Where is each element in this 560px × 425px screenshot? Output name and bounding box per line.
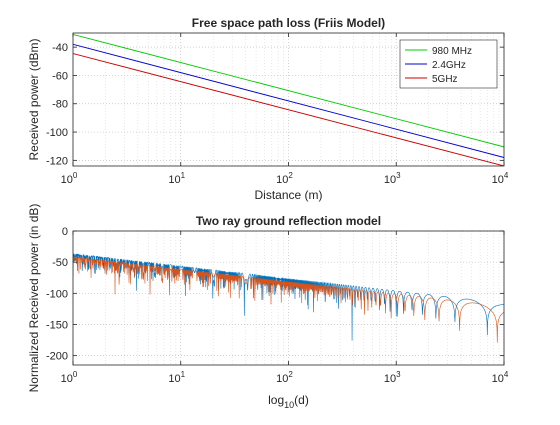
plot-1: 100 101 102 103 104 -40 -60 -80 -100 -120 Free spa… <box>27 16 509 202</box>
series-line-3 <box>73 53 504 166</box>
chart-title: Free space path loss (Friis Model) <box>192 16 385 30</box>
data-layer <box>73 253 504 343</box>
y-axis-label: Received power (dBm) <box>27 38 41 160</box>
y-tick-label: -150 <box>46 319 68 331</box>
y-tick-label: -100 <box>46 127 68 139</box>
x-tick-label: 102 <box>276 370 293 385</box>
tick-marks <box>72 230 505 365</box>
y-tick-label: -60 <box>52 70 68 82</box>
x-axis-label: Distance (m) <box>254 188 322 202</box>
series-line-1 <box>73 253 504 341</box>
data-layer <box>73 33 504 166</box>
x-tick-label: 102 <box>276 171 293 186</box>
x-tick-label: 103 <box>384 171 401 186</box>
series-line-1 <box>73 33 504 148</box>
y-tick-label: -50 <box>52 257 68 269</box>
series-line-2 <box>73 256 504 343</box>
x-tick-label: 104 <box>492 171 509 186</box>
y-tick-label: -120 <box>46 155 68 167</box>
x-tick-label: 103 <box>384 370 401 385</box>
y-tick-label: -200 <box>46 351 68 363</box>
y-tick-label: 0 <box>62 226 68 238</box>
x-tick-label: 100 <box>61 370 78 385</box>
y-tick-label: -80 <box>52 99 68 111</box>
legend-label-1: 980 MHz <box>432 46 472 57</box>
tick-marks <box>72 33 505 166</box>
y-axis-label: Normalized Received power (in dB) <box>27 204 41 393</box>
x-tick-label: 104 <box>492 370 509 385</box>
x-tick-label: 100 <box>61 171 78 186</box>
legend-label-2: 2.4GHz <box>432 60 466 71</box>
x-tick-label: 101 <box>168 370 185 385</box>
y-tick-label: -40 <box>52 42 68 54</box>
series-line-2 <box>73 43 504 158</box>
x-axis-label: log10(d) <box>268 393 309 410</box>
y-tick-label: -100 <box>46 288 68 300</box>
legend: 980 MHz 2.4GHz 5GHz <box>399 39 498 89</box>
plot-2: 100 101 102 103 104 0 -50 -100 -150 -200 Two ray g… <box>27 204 509 410</box>
minor-grid <box>105 33 500 166</box>
x-tick-label: 101 <box>168 171 185 186</box>
chart-title: Two ray ground reflection model <box>196 214 381 228</box>
legend-label-3: 5GHz <box>432 74 458 85</box>
